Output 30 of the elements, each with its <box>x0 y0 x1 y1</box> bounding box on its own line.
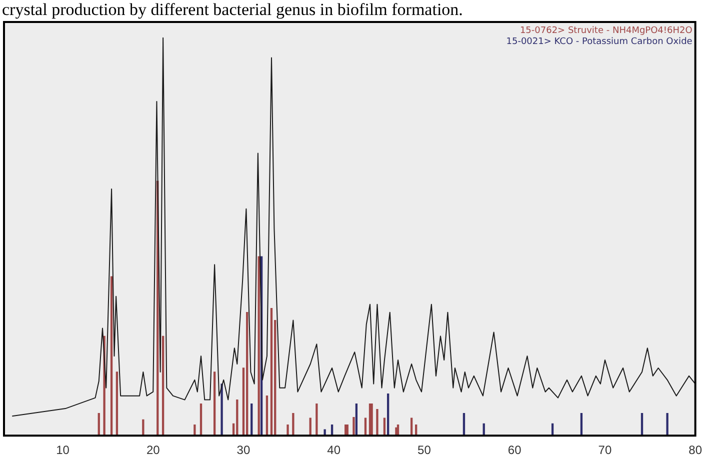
bar <box>162 336 164 436</box>
bar <box>666 413 668 436</box>
x-tick-label: 30 <box>236 443 250 458</box>
bar <box>194 424 196 436</box>
bar <box>266 396 268 436</box>
bar <box>258 256 260 436</box>
chart-title: crystal production by different bacterial genus in biofilm formation. <box>1 0 464 20</box>
x-tick-label: 10 <box>56 443 70 458</box>
bar <box>286 424 289 436</box>
bar <box>110 276 113 436</box>
x-tick-label: 40 <box>327 443 341 458</box>
bar <box>236 399 238 436</box>
x-tick-label: 50 <box>418 443 432 458</box>
bar <box>386 394 390 436</box>
bar <box>116 372 118 436</box>
bar <box>246 312 248 436</box>
x-tick-label: 60 <box>508 443 522 458</box>
x-tick-label: 70 <box>598 443 612 458</box>
bar <box>316 403 318 436</box>
text: 15-0762> Struvite - NH4MgPO4!6H2O <box>520 26 692 36</box>
bar <box>292 413 294 436</box>
bar <box>352 416 355 436</box>
text: 15-0021> KCO - Potassium Carbon Oxide <box>506 36 693 47</box>
x-tick-label: 80 <box>688 443 702 458</box>
bar <box>324 429 326 436</box>
bar <box>270 308 273 436</box>
x-tick-label: 20 <box>146 443 160 458</box>
bar <box>220 384 223 436</box>
bar <box>213 372 216 436</box>
bar <box>376 409 378 436</box>
